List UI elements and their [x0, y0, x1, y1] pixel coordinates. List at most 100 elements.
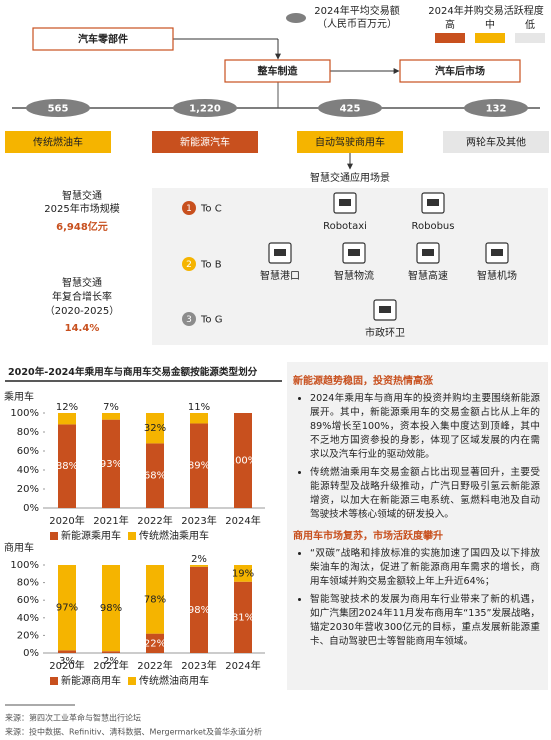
source: 来源：投中数据、Refinitiv、清科数据、Mergermarket及普华永道… — [5, 727, 262, 737]
scenario-item: 智慧港口 — [260, 269, 300, 282]
bar-segment — [58, 413, 76, 425]
bar-segment — [190, 566, 208, 653]
stat-label: （2020-2025） — [45, 305, 120, 317]
legend-level-label: 高 — [445, 18, 455, 31]
segment-label: 自动驾驶商用车 — [315, 136, 385, 149]
bullet: 传统燃油乘用车交易金额占比出现显著回升，主要受能源转型及战略升级推动，广汽日野吸… — [310, 466, 540, 522]
x-tick-label: 2022年 — [137, 659, 172, 672]
y-tick-label: 80% — [17, 427, 39, 438]
chain-box — [224, 59, 331, 83]
value-label: 565 — [48, 104, 69, 115]
value-label: 11% — [188, 402, 210, 413]
bar-segment — [234, 581, 252, 653]
scenario-num: 2 — [186, 260, 192, 270]
scenario-badge — [182, 201, 196, 215]
segment-label: 两轮车及其他 — [466, 136, 526, 149]
bar-segment — [146, 565, 164, 634]
value-label: 98% — [100, 603, 122, 614]
bar-segment — [102, 413, 120, 420]
commentary-heading: 新能源趋势稳固，投资热情高涨 — [293, 376, 433, 387]
segment-box — [297, 131, 403, 153]
x-tick-label: 2024年 — [225, 659, 260, 672]
value-label: 32% — [144, 423, 166, 434]
stat-label: 年复合增长率 — [52, 290, 112, 303]
bar-segment — [190, 423, 208, 508]
value-label: 7% — [103, 402, 119, 413]
legend-label: 传统燃油商用车 — [139, 674, 209, 687]
bullet: 2024年乘用车与商用车的投资并购均主要围绕新能源展开。其中，新能源乘用车的交易… — [310, 392, 540, 462]
scenario-panel — [152, 188, 548, 345]
y-tick-label: 0% — [23, 503, 39, 514]
legend-level-label: 低 — [525, 18, 535, 31]
scenario-item: 智慧高速 — [408, 269, 448, 282]
x-tick-label: 2024年 — [225, 514, 260, 527]
bar-segment — [58, 650, 76, 653]
legend-value-title: 2024年平均交易额 — [314, 4, 399, 17]
y-tick-label: 100% — [10, 408, 39, 419]
bar-segment — [102, 565, 120, 652]
chart-title: 乘用车 — [4, 390, 34, 403]
y-tick-label: 60% — [17, 595, 39, 606]
scenario-label: To C — [200, 204, 222, 215]
value-label: 98% — [188, 605, 210, 616]
stat-label: 智慧交通 — [62, 189, 102, 202]
scenario-badge — [182, 312, 196, 326]
legend-value-swatch — [286, 13, 306, 23]
value-label: 2% — [191, 554, 207, 565]
scenario-item: 智慧物流 — [334, 269, 374, 282]
x-tick-label: 2023年 — [181, 659, 216, 672]
chain-label: 汽车后市场 — [435, 65, 485, 78]
scenario-icon — [422, 249, 434, 256]
y-tick-label: 20% — [17, 630, 39, 641]
scenario-icon — [427, 199, 439, 206]
stat-value: 6,948亿元 — [56, 220, 108, 233]
legend-swatch — [50, 677, 58, 685]
legend-label: 传统燃油乘用车 — [139, 529, 209, 542]
y-tick-label: 100% — [10, 560, 39, 571]
commentary-heading: 商用车市场复苏，市场活跃度攀升 — [293, 531, 443, 542]
legend-level-swatch — [515, 33, 545, 43]
value-bubble — [173, 99, 237, 117]
scenario-icon — [339, 199, 351, 206]
bar-segment — [58, 565, 76, 651]
value-label: 2% — [103, 656, 119, 667]
chain-label: 整车制造 — [257, 65, 299, 78]
x-tick-label: 2020年 — [49, 514, 84, 527]
legend-swatch — [128, 677, 136, 685]
source: 来源：第四次工业革命与智慧出行论坛 — [5, 713, 141, 723]
commentary-panel: 新能源趋势稳固，投资热情高涨 2024年乘用车与商用车的投资并购均主要围绕新能源展… — [287, 362, 548, 690]
scenario-badge — [182, 257, 196, 271]
y-tick-label: 40% — [17, 613, 39, 624]
value-label: 93% — [100, 459, 122, 470]
scenario-title: 智慧交通应用场景 — [310, 171, 390, 184]
bullet: “双碳”战略和排放标准的实施加速了国四及以下排放柴油车的淘汰，促进了新能源商用车… — [310, 547, 540, 589]
x-tick-label: 2021年 — [93, 659, 128, 672]
value-label: 78% — [144, 594, 166, 605]
bar-segment — [190, 413, 208, 424]
chain-box — [32, 27, 174, 51]
scenario-num: 1 — [186, 204, 192, 214]
value-label: 3% — [59, 656, 75, 667]
y-tick-label: 20% — [17, 484, 39, 495]
value-label: 88% — [56, 461, 78, 472]
x-tick-label: 2020年 — [49, 659, 84, 672]
bullet-list: 2024年乘用车与商用车的投资并购均主要围绕新能源展开。其中，新能源乘用车的交易… — [293, 392, 540, 522]
chain-label: 汽车零部件 — [78, 33, 128, 46]
stat-label: 智慧交通 — [62, 276, 102, 289]
value-label: 100% — [229, 456, 258, 467]
legend-label: 新能源商用车 — [61, 674, 121, 687]
stat-value: 14.4% — [65, 323, 100, 334]
value-bubble — [26, 99, 90, 117]
segment-box — [5, 131, 111, 153]
bar-segment — [190, 565, 208, 567]
chain-box — [399, 59, 521, 83]
scenario-item: 市政环卫 — [365, 326, 405, 339]
value-label: 1,220 — [189, 104, 221, 115]
legend-level-label: 中 — [485, 18, 495, 31]
value-bubble — [464, 99, 528, 117]
value-label: 22% — [144, 638, 166, 649]
value-label: 81% — [232, 612, 254, 623]
y-tick-label: 40% — [17, 465, 39, 476]
